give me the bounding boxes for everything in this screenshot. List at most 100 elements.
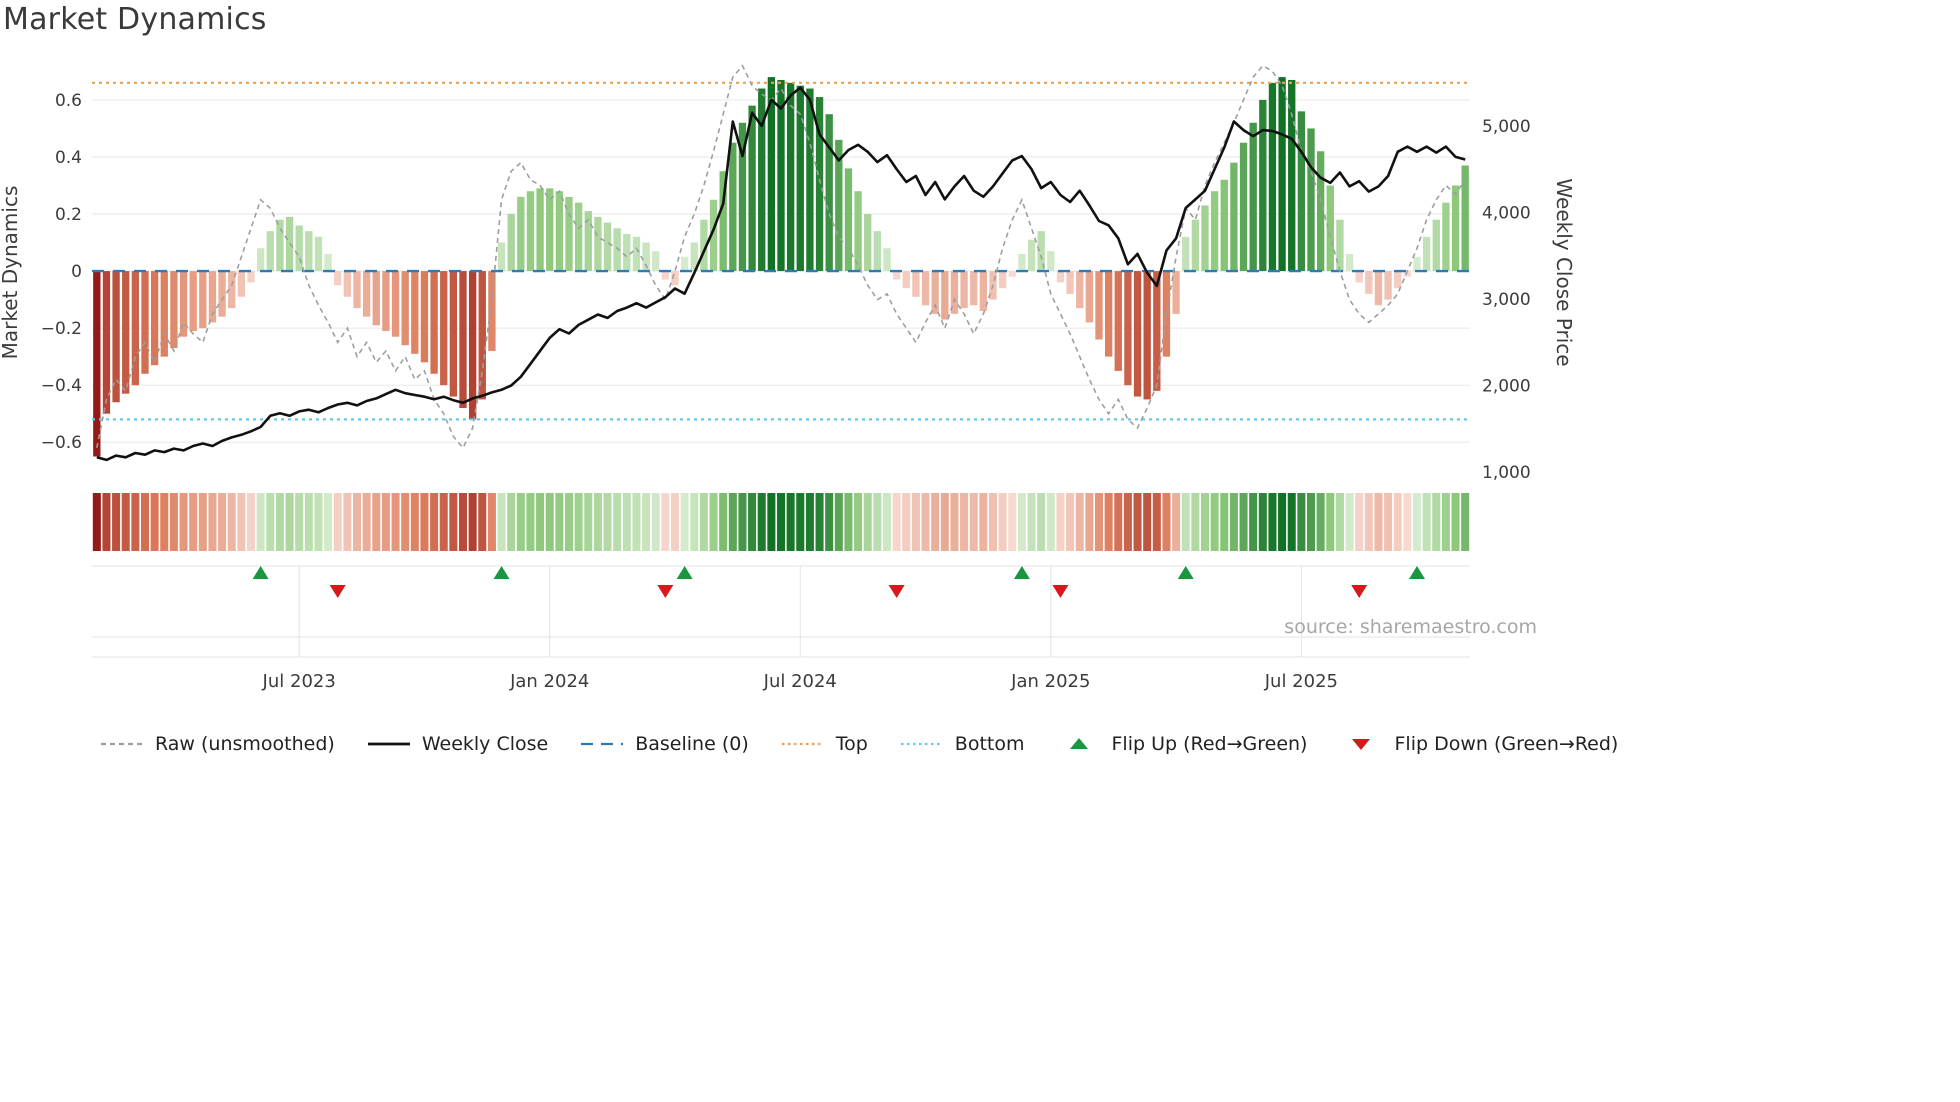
- oscillator-bar: [998, 271, 1007, 289]
- oscillator-bar: [1124, 271, 1132, 386]
- oscillator-bar: [883, 248, 891, 272]
- heatmap-cell: [536, 493, 545, 551]
- oscillator-bar: [507, 214, 515, 272]
- heatmap-cell: [699, 493, 708, 551]
- heatmap-cell: [487, 493, 496, 551]
- oscillator-bar: [343, 271, 352, 297]
- oscillator-bar: [979, 271, 988, 312]
- heatmap-cell: [1364, 493, 1373, 551]
- heatmap-cell: [767, 493, 776, 551]
- oscillator-bar: [758, 88, 766, 272]
- heatmap-cell: [1162, 493, 1171, 551]
- heatmap-cell: [102, 493, 111, 551]
- heatmap-cell: [246, 493, 256, 551]
- heatmap-cell: [748, 493, 757, 551]
- oscillator-bar: [777, 79, 785, 272]
- heatmap-cell: [1422, 493, 1431, 551]
- heatmap-cell: [333, 493, 342, 551]
- oscillator-bar: [1326, 185, 1334, 272]
- oscillator-bar: [815, 97, 824, 272]
- heatmap-cell: [468, 493, 477, 551]
- flip-up-marker: [1177, 566, 1194, 579]
- market-dynamics-chart: 0.6 0.4 0.2 0 −0.2 −0.4 −0.6 5,000 4,000 3,000 2,0…: [0, 64, 1576, 692]
- oscillator-bar: [1422, 236, 1431, 272]
- oscillator-bar: [700, 219, 708, 272]
- heatmap-cell: [1432, 493, 1441, 551]
- oscillator-bar: [603, 222, 612, 272]
- oscillator-bar: [1432, 219, 1440, 272]
- oscillator-bar: [950, 271, 959, 314]
- flip-down-marker: [1351, 585, 1368, 598]
- legend-label: Flip Up (Red→Green): [1111, 733, 1308, 755]
- oscillator-bar: [1220, 179, 1228, 272]
- oscillator-bar: [574, 202, 583, 272]
- oscillator-bar: [1259, 99, 1267, 272]
- oscillator-bar: [1027, 239, 1036, 272]
- heatmap-cell: [160, 493, 169, 551]
- legend-item-3: Top: [781, 733, 868, 755]
- oscillator-bar: [738, 122, 747, 272]
- heatmap-cell: [834, 493, 843, 551]
- oscillator-bar: [565, 196, 573, 272]
- oscillator-bar: [1047, 251, 1055, 272]
- heatmap-cell: [574, 493, 583, 551]
- left-axis-tick: −0.6: [41, 433, 82, 453]
- heatmap-cell: [931, 493, 940, 551]
- heatmap-cell: [1066, 493, 1075, 551]
- heatmap-cell: [343, 493, 352, 551]
- heatmap-cell: [1017, 493, 1026, 551]
- heatmap-cell: [902, 493, 911, 551]
- oscillator-bar: [256, 248, 265, 272]
- heatmap-cell: [613, 493, 622, 551]
- heatmap-cell: [304, 493, 313, 551]
- heatmap-cell: [1094, 493, 1104, 551]
- oscillator-bar: [767, 77, 776, 272]
- legend-item-2: Baseline (0): [580, 733, 749, 755]
- heatmap-cell: [690, 493, 699, 551]
- flip-down-marker: [329, 585, 346, 598]
- heatmap-cell: [593, 493, 602, 551]
- oscillator-bar: [353, 271, 361, 309]
- oscillator-bar: [1018, 253, 1026, 272]
- oscillator-bar: [1143, 271, 1151, 400]
- left-axis-tick: 0.2: [55, 205, 82, 225]
- oscillator-bar: [1037, 231, 1045, 272]
- oscillator-bar: [1365, 271, 1373, 294]
- heatmap-cell: [295, 493, 304, 551]
- oscillator-bar: [1461, 165, 1469, 272]
- oscillator-bar: [1355, 271, 1363, 283]
- heatmap-cell: [1104, 493, 1113, 551]
- oscillator-bar: [1114, 271, 1122, 371]
- heatmap-cell: [121, 493, 130, 551]
- oscillator-bar: [247, 271, 255, 283]
- heatmap-cell: [564, 493, 574, 551]
- oscillator-bar: [179, 271, 188, 337]
- heatmap-cell: [372, 493, 381, 551]
- oscillator-bar: [1249, 122, 1257, 272]
- heatmap-cell: [169, 493, 178, 551]
- flip-up-marker: [252, 566, 269, 579]
- oscillator-bar: [1451, 185, 1460, 272]
- oscillator-bar: [1056, 271, 1065, 283]
- legend-label: Raw (unsmoothed): [155, 733, 335, 755]
- right-axis-tick: 5,000: [1482, 117, 1531, 137]
- heatmap-cell: [112, 493, 121, 551]
- right-axis-tick: 4,000: [1482, 203, 1531, 223]
- flip-down-marker: [1052, 585, 1069, 598]
- heatmap-cell: [805, 493, 814, 551]
- oscillator-bar: [276, 219, 284, 272]
- oscillator-bar: [1297, 111, 1306, 272]
- oscillator-bar: [468, 271, 477, 420]
- oscillator-bar: [671, 271, 679, 286]
- oscillator-bar: [237, 271, 246, 297]
- oscillator-bar: [382, 271, 390, 331]
- oscillator-bar: [440, 271, 448, 386]
- heatmap-cell: [1412, 493, 1422, 551]
- heatmap-cell: [1451, 493, 1460, 551]
- oscillator-bar: [786, 82, 795, 272]
- oscillator-bar: [1133, 271, 1142, 397]
- oscillator-bar: [931, 271, 939, 314]
- oscillator-bar: [970, 271, 978, 306]
- oscillator-bar: [488, 271, 496, 351]
- x-axis-tick: Jul 2024: [763, 671, 837, 692]
